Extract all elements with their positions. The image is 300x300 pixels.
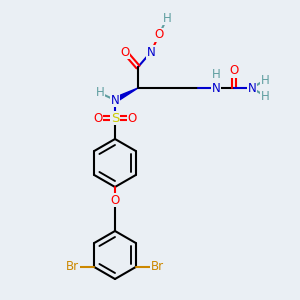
Text: N: N <box>248 82 256 94</box>
Text: N: N <box>147 46 155 59</box>
Text: H: H <box>96 86 104 100</box>
Text: O: O <box>120 46 130 59</box>
Text: Br: Br <box>151 260 164 274</box>
Text: Br: Br <box>66 260 79 274</box>
Text: O: O <box>230 64 238 77</box>
Text: H: H <box>163 11 171 25</box>
Text: O: O <box>93 112 103 124</box>
Text: S: S <box>111 112 119 124</box>
Text: N: N <box>212 82 220 94</box>
Text: H: H <box>261 89 269 103</box>
Text: H: H <box>212 68 220 82</box>
Text: O: O <box>154 28 164 41</box>
Text: O: O <box>110 194 120 206</box>
Text: H: H <box>261 74 269 86</box>
Text: O: O <box>128 112 136 124</box>
Polygon shape <box>114 88 138 102</box>
Text: N: N <box>111 94 119 106</box>
